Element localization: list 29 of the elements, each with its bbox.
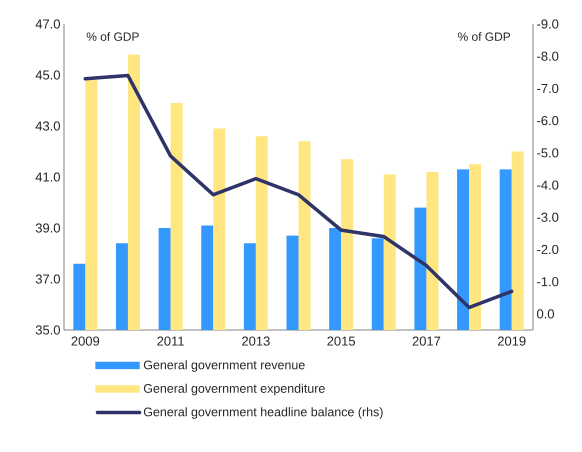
x-tick-label: 2011 [157,336,184,346]
y2-tick-label: -1.0 [537,277,558,286]
y-tick-label: 43.0 [36,121,60,131]
y2-tick-label: -4.0 [537,180,558,190]
x-tick-label: 2019 [498,336,526,346]
y2-tick-label: -2.0 [537,244,558,254]
y2-tick-label: -9.0 [537,19,558,29]
y2-tick-label: -7.0 [537,84,558,94]
y-tick-label: 35.0 [36,325,60,335]
y2-tick-label: -8.0 [537,52,558,61]
legend-label: General government headline balance (rhs) [144,407,383,419]
y2-tick-label: -6.0 [537,116,558,126]
x-tick-label: 2015 [327,336,355,346]
y2-tick-label: -3.0 [537,212,558,222]
y2-tick-label: 0.0 [537,309,554,318]
y-tick-label: 39.0 [36,223,60,233]
y-tick-label: 37.0 [36,274,60,284]
legend-label: General government revenue [144,360,305,372]
y2-axis-title: % of GDP [458,32,510,41]
line-series [84,74,514,310]
y-tick-label: 47.0 [36,19,60,29]
x-tick-label: 2017 [412,336,440,346]
y-tick-label: 45.0 [36,70,60,80]
x-tick-label: 2013 [242,336,270,346]
y-tick-label: 41.0 [36,172,60,182]
y2-tick-label: -5.0 [537,148,558,158]
x-tick-label: 2009 [72,336,100,346]
legend-label: General government expenditure [144,384,325,396]
y-axis-title: % of GDP [86,32,139,41]
